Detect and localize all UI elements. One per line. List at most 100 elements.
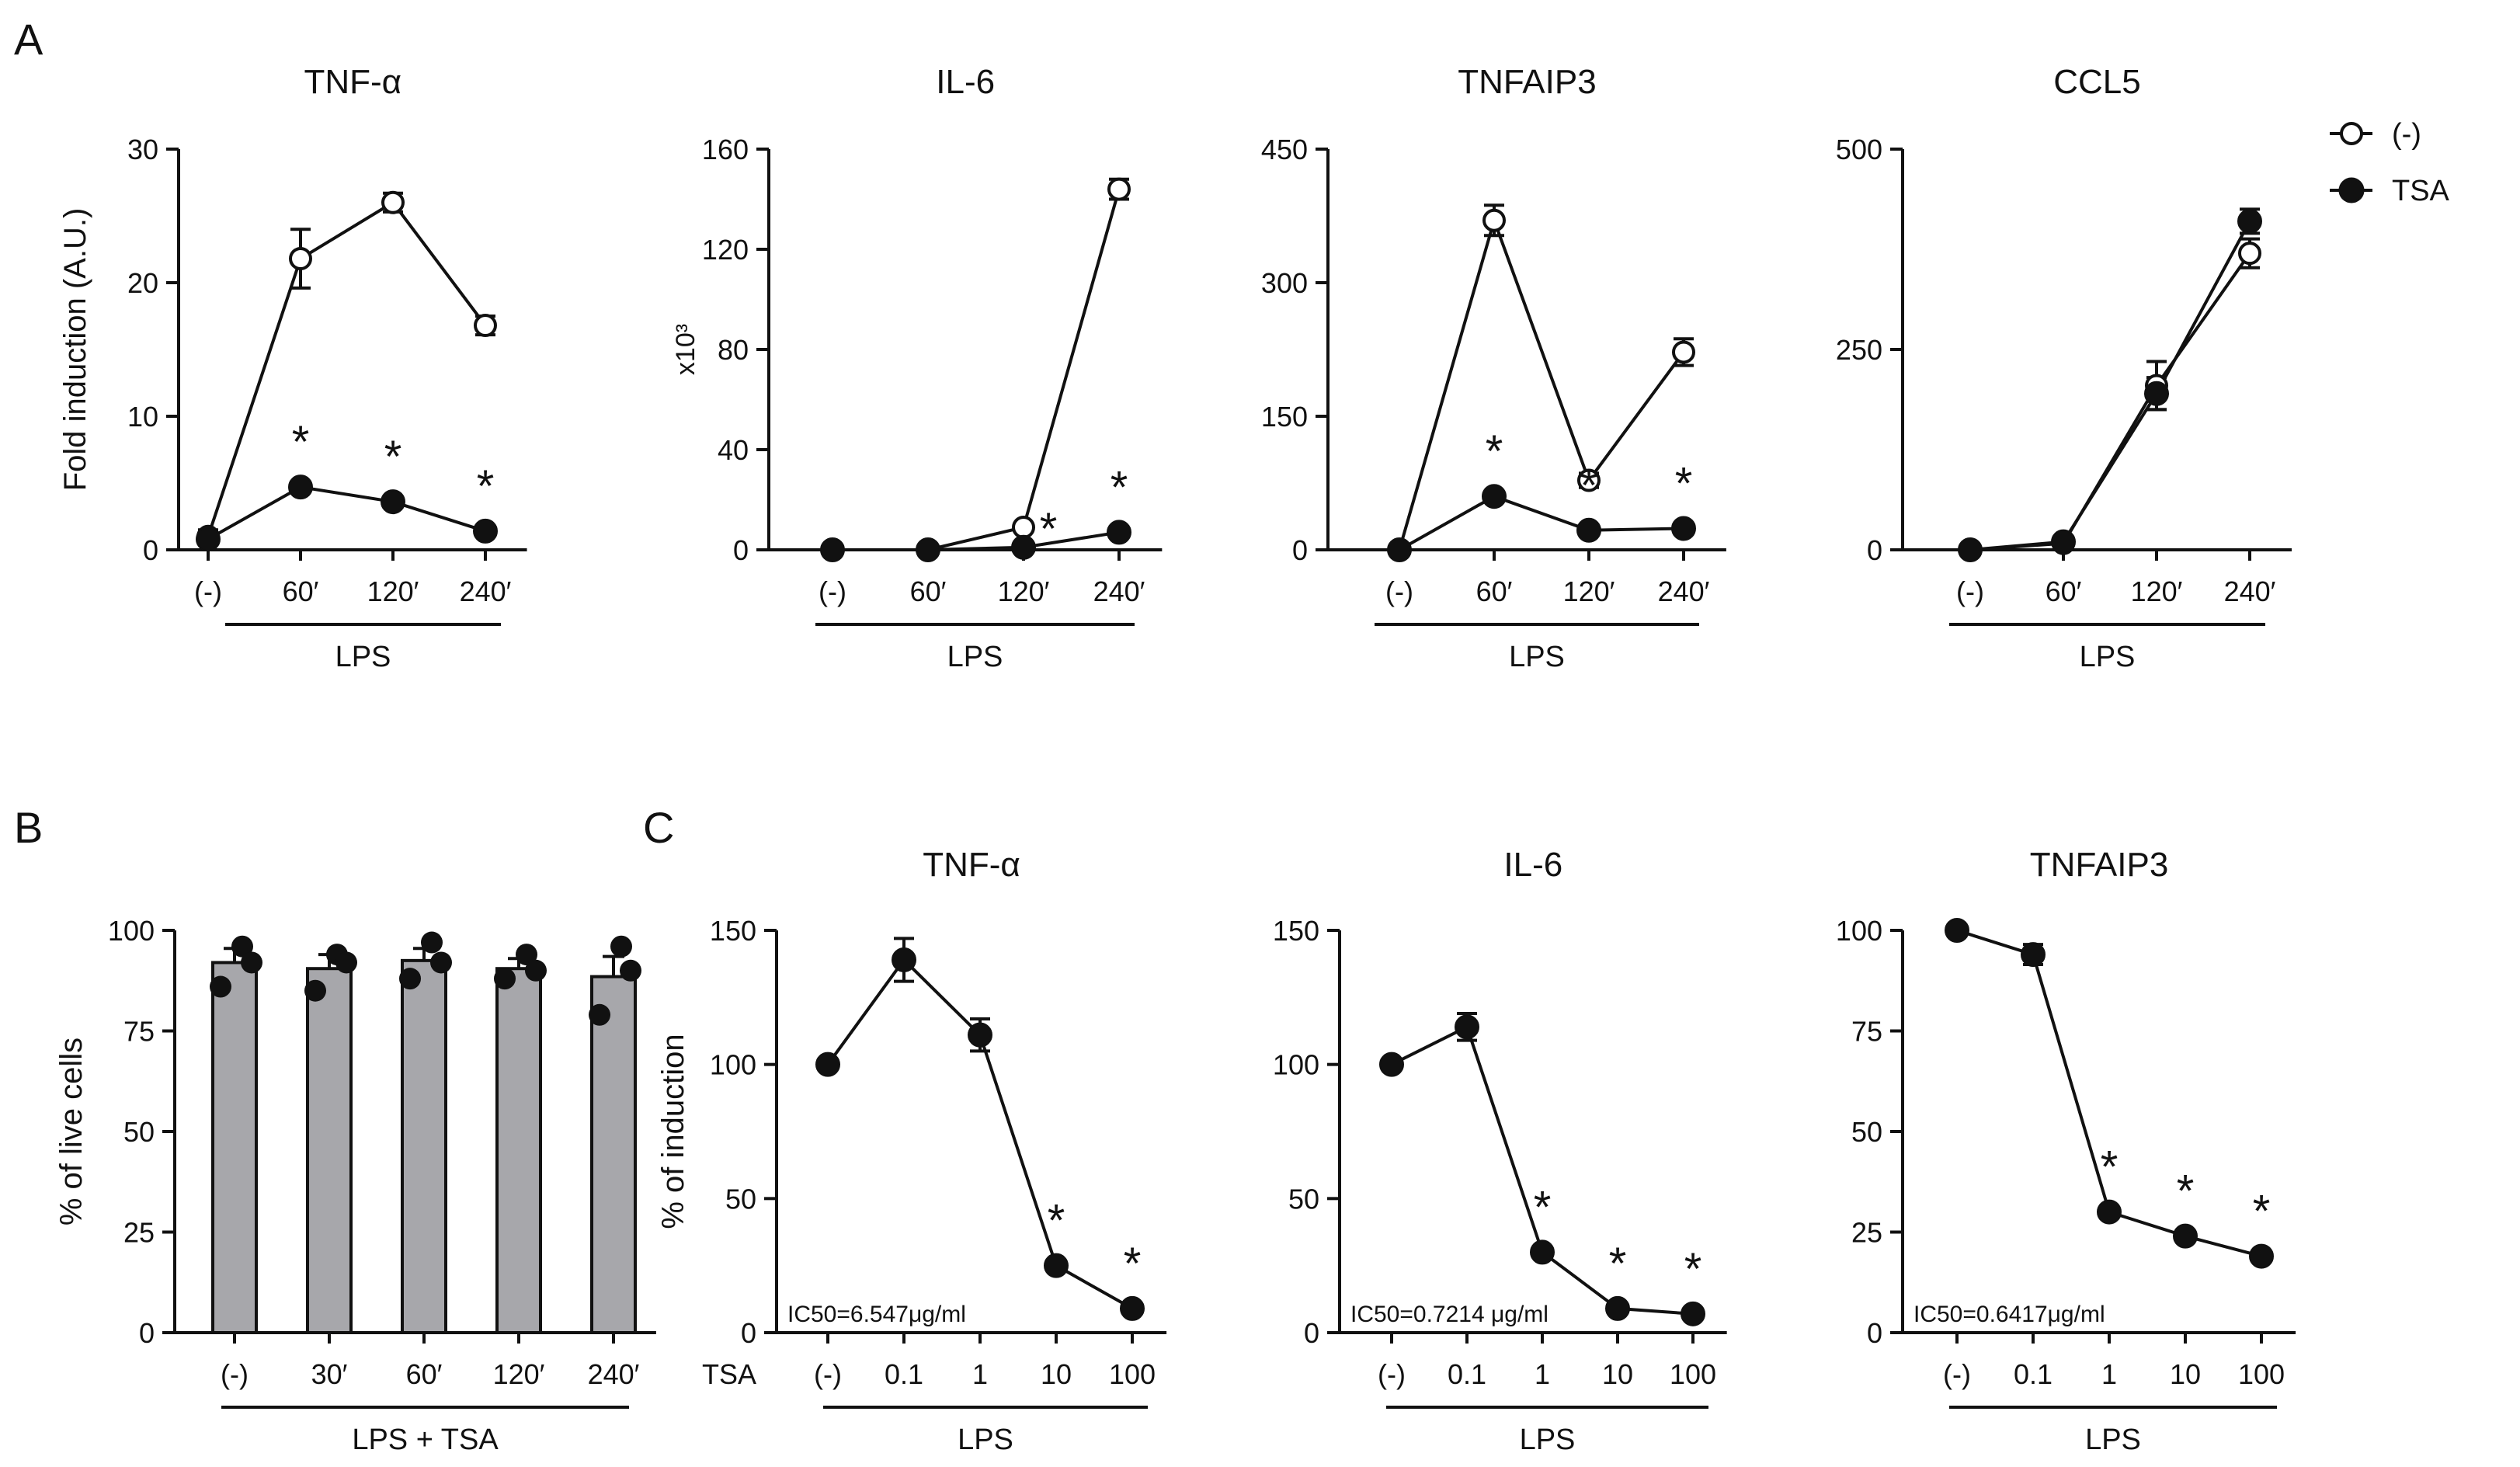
data-point-filled <box>2249 1243 2274 1269</box>
data-point-filled <box>2173 1223 2198 1249</box>
data-point-filled <box>1044 1253 1069 1278</box>
y-tick-label: 100 <box>1273 1049 1319 1081</box>
panel-label-b: B <box>14 803 43 852</box>
significance-asterisk: * <box>477 461 495 512</box>
replicate-point <box>241 951 262 974</box>
data-point-filled <box>968 1022 992 1048</box>
chart-b-viability: 0 25 50 75 100 (-) 30′ 60′ 120′ 240′ LPS + TSA % of… <box>54 915 656 1456</box>
bar <box>590 975 637 1334</box>
x-tick-label: (-) <box>819 575 846 607</box>
y-tick-label: 0 <box>1867 534 1882 566</box>
group-label: LPS <box>958 1424 1013 1456</box>
chart-c-il6: IL-6 0 50 100 150 (-) 0.1 1 10 100 LPS IC50=0.7214 … <box>1273 846 1727 1456</box>
significance-asterisk: * <box>292 417 310 468</box>
data-point-filled <box>1482 484 1507 509</box>
data-point-open <box>1107 177 1131 201</box>
y-tick-label: 0 <box>139 1317 155 1349</box>
y-axis-label: % of live cells <box>54 1038 89 1225</box>
x-tick-label: 60′ <box>2046 575 2082 607</box>
data-point-open <box>1577 468 1601 492</box>
data-point-open <box>1482 208 1506 232</box>
chart-title: IL-6 <box>1503 846 1562 884</box>
x-tick-label: 120′ <box>2131 575 2183 607</box>
series-line <box>1969 220 2251 551</box>
x-tick-label: 240′ <box>1658 575 1710 607</box>
y-tick-label: 0 <box>1867 1317 1882 1349</box>
significance-asterisk: * <box>1684 1244 1702 1295</box>
y-tick-label: 0 <box>143 534 158 566</box>
replicate-point <box>304 979 326 1002</box>
data-point-filled <box>1958 537 1983 562</box>
data-point-open <box>2238 242 2261 266</box>
y-tick-label: 100 <box>108 915 155 947</box>
data-point-filled <box>1530 1239 1555 1265</box>
x-tick-label: 60′ <box>910 575 947 607</box>
ic50-annotation: IC50=0.6417μg/ml <box>1913 1302 2105 1327</box>
chart-a-tnfa: TNF-α 0 10 20 30 (-) 60′ 120′ 240′ LPS Fold induct… <box>58 63 527 673</box>
significance-asterisk: * <box>1580 461 1598 511</box>
chart-title: TNF-α <box>304 63 401 101</box>
data-point-filled <box>892 947 916 972</box>
group-label: LPS <box>1509 641 1565 673</box>
replicate-point <box>399 968 421 990</box>
data-point-filled <box>2097 1199 2122 1225</box>
legend-label-control: (-) <box>2392 118 2421 151</box>
chart-title: IL-6 <box>936 63 995 101</box>
chart-title: TNFAIP3 <box>1458 63 1597 101</box>
x-tick-label: 30′ <box>311 1358 348 1390</box>
group-label: LPS <box>947 641 1003 673</box>
y-axis-label: Fold induction (A.U.) <box>58 208 92 492</box>
group-label: LPS <box>2085 1424 2141 1456</box>
series-line <box>207 485 486 541</box>
legend: (-) TSA <box>2330 118 2450 207</box>
x-tick-label: 60′ <box>406 1358 443 1390</box>
x-tick-label: 240′ <box>1093 575 1145 607</box>
replicate-point <box>231 935 253 958</box>
y-tick-label: 25 <box>123 1217 155 1249</box>
x-tick-label: 1 <box>1535 1358 1550 1390</box>
data-point-filled <box>1945 918 1969 943</box>
y-tick-label: 0 <box>733 534 749 566</box>
bar <box>211 961 258 1334</box>
y-tick-label: 80 <box>718 334 749 366</box>
data-point-filled <box>1379 1052 1404 1077</box>
significance-asterisk: * <box>384 432 402 482</box>
y-tick-label: 100 <box>710 1049 756 1081</box>
x-tick-label: 0.1 <box>885 1358 923 1390</box>
x-tick-label: 0.1 <box>1448 1358 1486 1390</box>
replicate-point <box>610 935 632 958</box>
series-line <box>207 200 487 537</box>
y-tick-label: 50 <box>123 1116 155 1148</box>
y-tick-label: 75 <box>123 1016 155 1048</box>
y-tick-label: 450 <box>1261 134 1308 165</box>
replicate-point <box>421 931 443 954</box>
data-point-open <box>1672 340 1695 364</box>
bar <box>401 958 447 1334</box>
data-point-filled <box>815 1052 840 1077</box>
series-line <box>1398 215 1685 551</box>
significance-asterisk: * <box>1124 1239 1142 1289</box>
x-tick-label: (-) <box>194 575 222 607</box>
x-tick-label: 60′ <box>1476 575 1513 607</box>
y-tick-label: 150 <box>710 915 756 947</box>
chart-title: TNF-α <box>923 846 1020 884</box>
chart-c-tnfa: TNF-α 0 50 100 150 (-) 0.1 1 10 100 TSA LPS % of ind… <box>656 846 1167 1456</box>
x-tick-label: 100 <box>1109 1358 1156 1390</box>
replicate-point <box>620 959 641 982</box>
panel-label-a: A <box>14 15 43 64</box>
panel-label-c: C <box>643 803 674 852</box>
data-point-filled <box>196 527 221 552</box>
group-label: LPS + TSA <box>352 1424 499 1456</box>
data-point-filled <box>1671 516 1696 541</box>
bar <box>495 967 542 1334</box>
significance-asterisk: * <box>1048 1196 1065 1246</box>
x-tick-label: 120′ <box>1563 575 1615 607</box>
data-point-filled <box>1387 537 1412 562</box>
y-tick-label: 75 <box>1851 1016 1882 1048</box>
group-label: LPS <box>1520 1424 1576 1456</box>
y-tick-label: 160 <box>702 134 749 165</box>
legend-open-circle-marker <box>2340 122 2363 145</box>
y-tick-label: 40 <box>718 434 749 466</box>
x-tick-label: 1 <box>972 1358 988 1390</box>
